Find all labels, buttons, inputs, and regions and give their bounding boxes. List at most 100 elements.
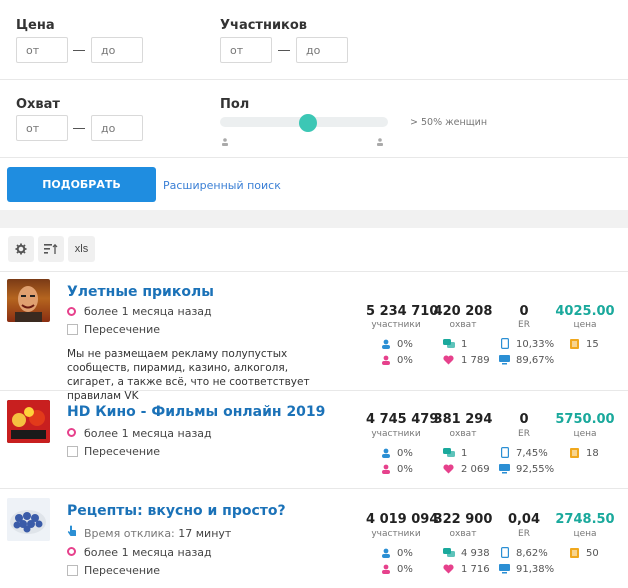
female-percent: 0%: [397, 464, 413, 475]
participants-from-input[interactable]: от: [220, 37, 272, 63]
participants-to-input[interactable]: до: [296, 37, 348, 63]
participants-count: 5 234 710: [366, 304, 439, 319]
channel-title-link[interactable]: Улетные приколы: [67, 284, 214, 300]
comments-count: 1: [461, 339, 468, 350]
reach-count: 420 208: [433, 304, 493, 319]
female-icon: [382, 564, 390, 574]
er-label: ER: [518, 320, 530, 330]
find-platforms-button[interactable]: ПОДОБРАТЬ ПЛОЩАДКИ: [7, 167, 156, 226]
comments-icon: [443, 339, 455, 348]
desktop-percent: 92,55%: [516, 464, 555, 475]
er-value: 0: [519, 304, 529, 319]
price-label: цена: [573, 529, 597, 539]
reach-count: 381 294: [433, 412, 493, 427]
desktop-icon: [499, 564, 510, 574]
desktop-icon: [499, 464, 510, 474]
gender-value-text: > 50% женщин: [410, 117, 488, 128]
likes-count: 1 789: [461, 355, 490, 366]
price-from-input[interactable]: от: [16, 37, 68, 63]
reach-from-input[interactable]: от: [16, 115, 68, 141]
reach-label: охват: [449, 529, 477, 539]
section-separator: [0, 210, 628, 228]
gear-icon: [15, 243, 27, 255]
reach-count: 322 900: [433, 512, 493, 527]
desktop-percent: 89,67%: [516, 355, 555, 366]
last-active-icon: [67, 547, 76, 556]
er-label: ER: [518, 429, 530, 439]
avatar[interactable]: [7, 498, 50, 541]
likes-count: 1 716: [461, 564, 490, 575]
sort-icon: [44, 243, 58, 254]
avatar[interactable]: [7, 279, 50, 322]
posts-icon: [570, 448, 579, 458]
mobile-percent: 8,62%: [516, 548, 548, 559]
channel-description: Мы не размещаем рекламу полупустых сообщ…: [67, 348, 310, 402]
er-value: 0,04: [507, 512, 541, 527]
sort-button[interactable]: [38, 236, 64, 262]
reach-to-input[interactable]: до: [91, 115, 143, 141]
divider: [0, 157, 628, 158]
male-icon: [382, 448, 390, 458]
male-percent: 0%: [397, 448, 413, 459]
likes-count: 2 069: [461, 464, 490, 475]
posts-count: 50: [586, 548, 599, 559]
reach-label: охват: [449, 320, 477, 330]
posts-count: 18: [586, 448, 599, 459]
gender-slider-handle[interactable]: [299, 114, 317, 132]
channel-title-link[interactable]: HD Кино - Фильмы онлайн 2019: [67, 404, 326, 420]
desktop-percent: 91,38%: [516, 564, 555, 575]
advanced-search-link[interactable]: Расширенный поиск: [163, 179, 281, 192]
response-time-text: Время отклика: 17 минут: [84, 527, 231, 540]
male-icon: [382, 339, 390, 349]
er-value: 0: [519, 412, 529, 427]
heart-icon: [443, 355, 454, 365]
reach-label: охват: [449, 429, 477, 439]
price-to-input[interactable]: до: [91, 37, 143, 63]
last-active-icon: [67, 307, 76, 316]
last-active-text: более 1 месяца назад: [84, 546, 212, 559]
male-percent: 0%: [397, 548, 413, 559]
participants-label: участники: [371, 320, 421, 330]
mobile-percent: 10,33%: [516, 339, 555, 350]
female-icon: [382, 355, 390, 365]
participants-label: участники: [371, 429, 421, 439]
divider: [0, 79, 628, 80]
last-active-text: более 1 месяца назад: [84, 305, 212, 318]
female-person-icon: [376, 133, 384, 151]
intersection-checkbox[interactable]: [67, 565, 78, 576]
range-dash: [73, 128, 85, 129]
desktop-icon: [499, 355, 510, 365]
mobile-icon: [501, 447, 509, 458]
male-icon: [382, 548, 390, 558]
female-icon: [382, 464, 390, 474]
male-person-icon: [221, 133, 229, 151]
er-label: ER: [518, 529, 530, 539]
intersection-checkbox[interactable]: [67, 324, 78, 335]
avatar[interactable]: [7, 400, 50, 443]
divider: [0, 271, 628, 272]
channel-title-link[interactable]: Рецепты: вкусно и просто?: [67, 503, 286, 519]
intersection-checkbox[interactable]: [67, 446, 78, 457]
settings-button[interactable]: [8, 236, 34, 262]
export-xls-button[interactable]: xls: [68, 236, 95, 262]
last-active-icon: [67, 428, 76, 437]
comments-count: 4 938: [461, 548, 490, 559]
posts-count: 15: [586, 339, 599, 350]
divider: [0, 390, 628, 391]
hand-pointer-icon: [67, 525, 76, 536]
price-label: цена: [573, 429, 597, 439]
response-time-value: 17 минут: [178, 527, 232, 540]
female-percent: 0%: [397, 564, 413, 575]
mobile-percent: 7,45%: [516, 448, 548, 459]
posts-icon: [570, 548, 579, 558]
posts-icon: [570, 339, 579, 349]
price-value: 4025.00: [555, 304, 615, 319]
reach-filter-label: Охват: [16, 97, 60, 112]
range-dash: [73, 50, 85, 51]
divider: [0, 488, 628, 489]
participants-count: 4 019 094: [366, 512, 439, 527]
price-value: 5750.00: [555, 412, 615, 427]
participants-label: участники: [371, 529, 421, 539]
heart-icon: [443, 564, 454, 574]
female-percent: 0%: [397, 355, 413, 366]
